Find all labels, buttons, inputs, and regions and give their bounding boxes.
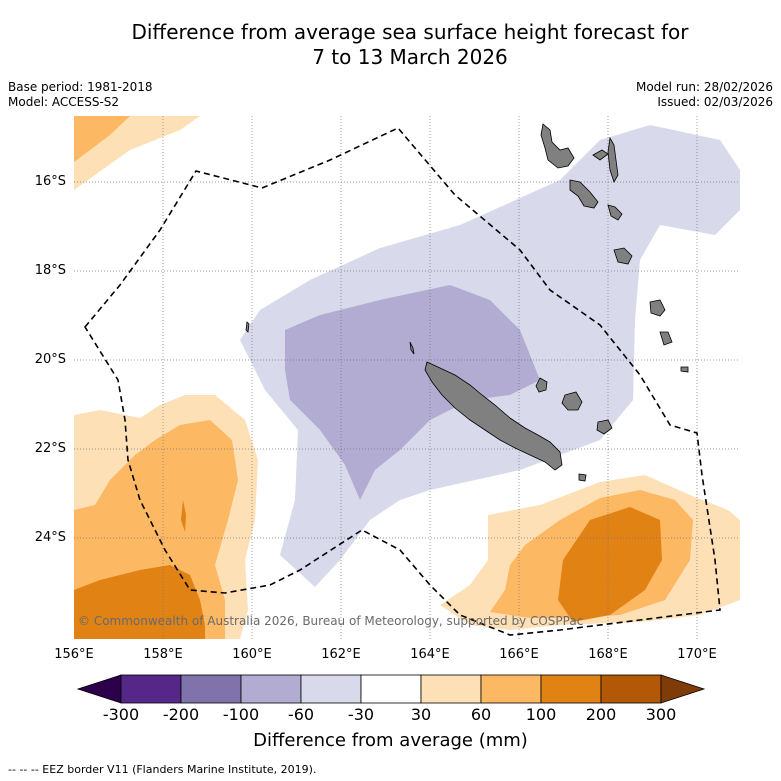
chart-title: Difference from average sea surface heig… — [60, 20, 760, 70]
land-ambae — [592, 149, 609, 161]
lat-label-18s: 18°S — [34, 263, 66, 278]
land-aneityum — [680, 366, 689, 373]
land-tanna — [659, 331, 673, 346]
cb-tick: -30 — [347, 705, 375, 724]
base-period: Base period: 1981-2018 — [8, 80, 153, 94]
title-line-2: 7 to 13 March 2026 — [312, 45, 508, 69]
cb-tick: 300 — [645, 705, 677, 724]
contour-pos-60-100-nw — [74, 116, 130, 162]
contour-pos-100-200-sw-spot — [181, 500, 186, 532]
lat-label-24s: 24°S — [34, 530, 66, 545]
colorbar-segment — [420, 674, 482, 704]
eez-footnote: -- -- -- EEZ border V11 (Flanders Marine… — [8, 763, 317, 776]
colorbar-segment — [480, 674, 542, 704]
land-new-caledonia — [424, 361, 563, 471]
colorbar-segment — [180, 674, 242, 704]
cb-tick: -100 — [222, 705, 260, 724]
colorbar-extend-low — [76, 674, 122, 704]
cb-tick: -300 — [102, 705, 140, 724]
cb-tick: 200 — [585, 705, 617, 724]
colorbar-label: Difference from average (mm) — [253, 730, 528, 751]
eez-border — [84, 127, 721, 636]
contour-neg-60-100 — [285, 285, 540, 500]
graticule — [74, 116, 740, 639]
land-efate — [613, 247, 633, 265]
lon-label-170e: 170°E — [677, 647, 717, 662]
map-panel — [74, 116, 740, 639]
colorbar-segment — [360, 674, 422, 704]
land-mare — [596, 419, 613, 435]
lon-label-168e: 168°E — [588, 647, 628, 662]
land-malakula — [569, 179, 599, 209]
cb-tick: -200 — [162, 705, 200, 724]
title-line-1: Difference from average sea surface heig… — [131, 20, 689, 44]
lat-label-22s: 22°S — [34, 441, 66, 456]
cb-tick: 60 — [470, 705, 492, 724]
land-espiritu-santo — [540, 123, 575, 169]
colorbar-segment — [600, 674, 662, 704]
cb-tick: 100 — [525, 705, 557, 724]
land-belep — [409, 341, 415, 355]
land-ouvea — [535, 377, 548, 393]
land-epi-shepherds — [607, 204, 623, 221]
lon-label-166e: 166°E — [499, 647, 539, 662]
lon-label-156e: 156°E — [54, 647, 94, 662]
colorbar-segment — [240, 674, 302, 704]
colorbar-segment — [540, 674, 602, 704]
copyright-notice: © Commonwealth of Australia 2026, Bureau… — [78, 614, 584, 628]
run-info: Model run: 28/02/2026 Issued: 02/03/2026 — [636, 80, 773, 110]
land-maewo-pentecost — [607, 136, 619, 183]
contour-pos-100-200-sw — [74, 565, 205, 639]
colorbar-extend-high — [660, 674, 706, 704]
colorbar — [76, 674, 706, 704]
cb-tick: -60 — [287, 705, 315, 724]
lon-label-162e: 162°E — [321, 647, 361, 662]
lon-label-160e: 160°E — [232, 647, 272, 662]
land-lifou — [561, 391, 583, 411]
model-run: Model run: 28/02/2026 — [635, 80, 773, 94]
colorbar-segment — [300, 674, 362, 704]
issued-date: Issued: 02/03/2026 — [657, 95, 773, 109]
lat-label-16s: 16°S — [34, 174, 66, 189]
lon-label-158e: 158°E — [143, 647, 183, 662]
lon-label-164e: 164°E — [410, 647, 450, 662]
lat-label-20s: 20°S — [34, 352, 66, 367]
contour-pos-100-200-se — [558, 507, 662, 622]
model-info: Base period: 1981-2018 Model: ACCESS-S2 — [8, 80, 153, 110]
colorbar-segment — [120, 674, 182, 704]
model-name: Model: ACCESS-S2 — [8, 95, 120, 109]
land-chesterfield — [245, 321, 250, 333]
land-isle-of-pines — [578, 473, 587, 482]
cb-tick: 30 — [410, 705, 432, 724]
land-erromango — [649, 299, 666, 317]
